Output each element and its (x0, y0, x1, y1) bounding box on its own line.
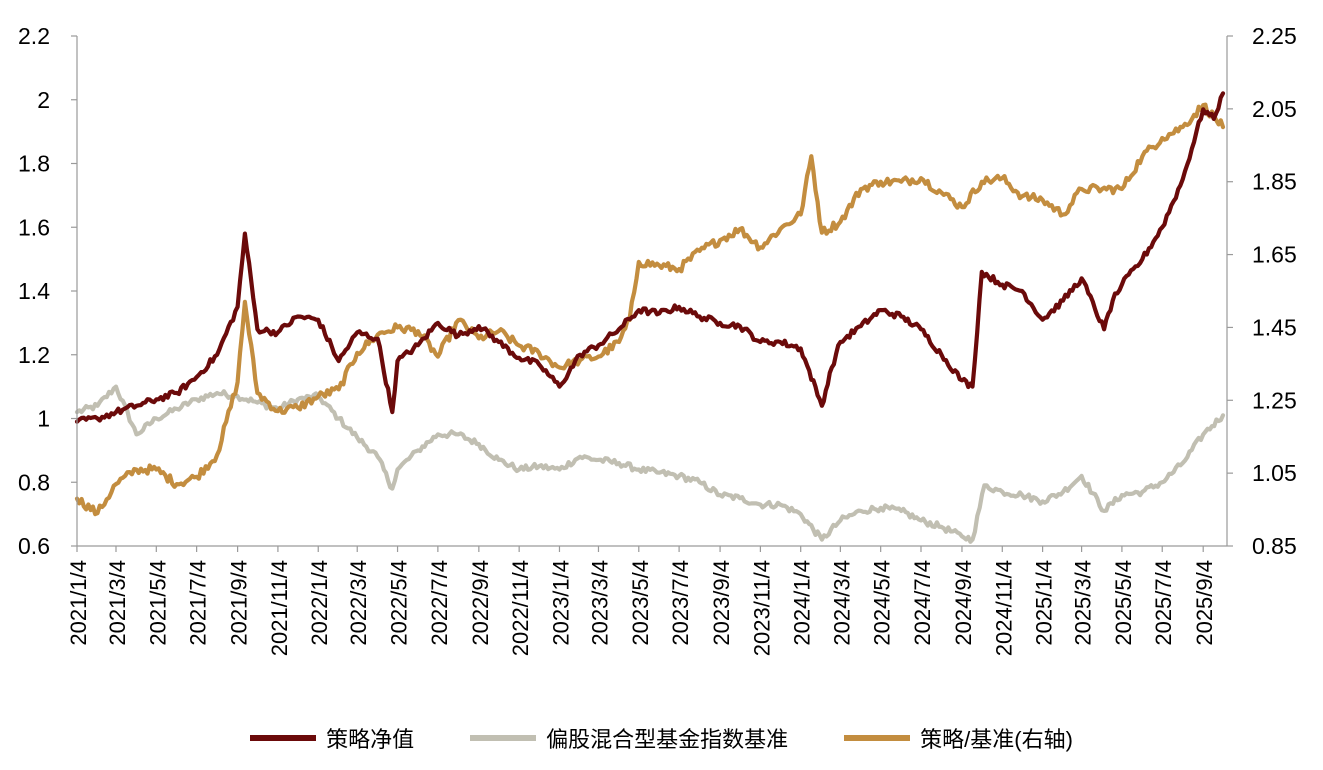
legend-item-benchmark: 偏股混合型基金指数基准 (470, 722, 788, 754)
x-tick-label: 2021/11/4 (267, 560, 292, 656)
y-left-tick-label: 1.8 (18, 151, 50, 177)
y-left-tick-label: 2.2 (18, 23, 50, 49)
x-tick-label: 2022/11/4 (508, 560, 533, 656)
legend-swatch-ratio (844, 735, 911, 741)
x-tick-label: 2025/9/4 (1192, 560, 1217, 646)
x-tick-label: 2024/9/4 (951, 560, 976, 646)
x-tick-label: 2022/7/4 (427, 560, 452, 646)
x-tick-label: 2021/3/4 (105, 560, 130, 646)
y-right-tick-label: 1.85 (1252, 169, 1297, 195)
y-right-tick-label: 1.45 (1252, 314, 1297, 340)
x-tick-label: 2023/7/4 (668, 560, 693, 646)
x-tick-label: 2024/1/4 (790, 560, 815, 646)
x-tick-label: 2023/3/4 (587, 560, 612, 646)
x-tick-label: 2025/3/4 (1071, 560, 1096, 646)
legend-item-ratio: 策略/基准(右轴) (844, 722, 1073, 754)
x-tick-label: 2024/11/4 (991, 560, 1016, 656)
legend: 策略净值 偏股混合型基金指数基准 策略/基准(右轴) (0, 722, 1323, 754)
y-right-tick-label: 0.85 (1252, 533, 1297, 559)
y-left-tick-label: 1.6 (18, 214, 50, 240)
legend-label-benchmark: 偏股混合型基金指数基准 (546, 727, 789, 752)
y-right-tick-label: 1.25 (1252, 387, 1297, 413)
x-tick-label: 2021/7/4 (186, 560, 211, 646)
series-layer (74, 91, 1226, 544)
y-left-tick-label: 2 (37, 87, 50, 113)
legend-label-strategy-nav: 策略净值 (326, 727, 415, 752)
x-tick-label: 2023/9/4 (709, 560, 734, 646)
y-left-tick-label: 1.4 (18, 278, 50, 304)
x-tick-label: 2022/9/4 (468, 560, 493, 646)
y-left-tick-label: 1.2 (18, 342, 50, 368)
y-left-tick-label: 0.6 (18, 533, 50, 559)
y-left-tick-label: 0.8 (18, 469, 50, 495)
x-tick-label: 2021/5/4 (145, 560, 170, 646)
x-tick-label: 2022/5/4 (387, 560, 412, 646)
x-tick-label: 2023/1/4 (548, 560, 573, 646)
x-tick-label: 2025/1/4 (1032, 560, 1057, 646)
series-line-0 (74, 91, 1226, 424)
axes-layer (71, 35, 1233, 552)
y-right-tick-label: 2.05 (1252, 96, 1297, 122)
y-right-tick-label: 2.25 (1252, 23, 1297, 49)
x-tick-label: 2024/7/4 (910, 560, 935, 646)
legend-swatch-benchmark (470, 735, 537, 741)
series-line-2 (74, 102, 1226, 517)
series-line-1 (74, 384, 1226, 544)
legend-label-ratio: 策略/基准(右轴) (920, 727, 1073, 752)
x-tick-label: 2024/3/4 (829, 560, 854, 646)
y-right-tick-label: 1.65 (1252, 242, 1297, 268)
x-tick-label: 2025/5/4 (1111, 560, 1136, 646)
x-tick-label: 2023/5/4 (628, 560, 653, 646)
x-tick-label: 2021/1/4 (66, 560, 91, 646)
legend-swatch-strategy-nav (250, 735, 317, 741)
x-tick-label: 2021/9/4 (227, 560, 252, 646)
x-tick-label: 2025/7/4 (1151, 560, 1176, 646)
tick-labels: 0.6 0.8 1 1.2 1.4 1.6 1.8 2 2.2 0.85 1.05 1.25 1.45 1… (18, 23, 1297, 656)
x-tick-label: 2022/1/4 (307, 560, 332, 646)
legend-item-strategy-nav: 策略净值 (250, 722, 414, 754)
y-left-tick-label: 1 (37, 406, 50, 432)
x-tick-label: 2024/5/4 (870, 560, 895, 646)
x-tick-label: 2022/3/4 (346, 560, 371, 646)
x-tick-label: 2023/11/4 (749, 560, 774, 656)
y-right-tick-label: 1.05 (1252, 460, 1297, 486)
